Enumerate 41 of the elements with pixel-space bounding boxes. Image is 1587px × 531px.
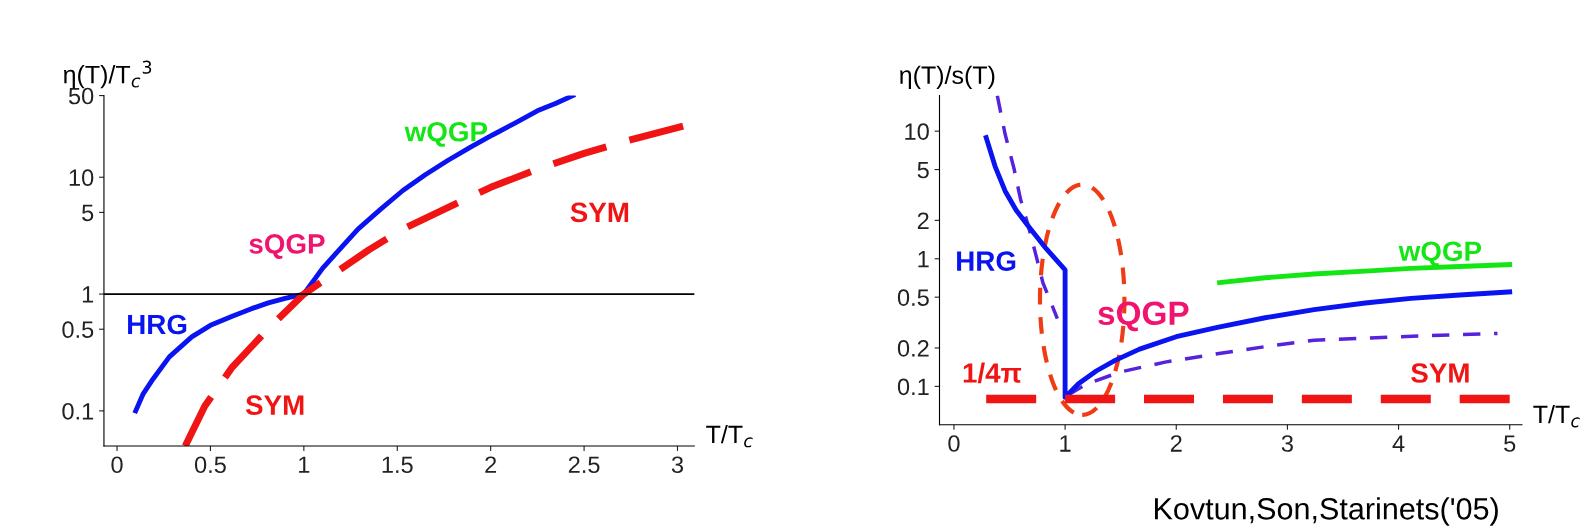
annotation: wQGP — [404, 121, 488, 147]
y-tick-label: 0.2 — [897, 340, 929, 357]
x-tick-label: 1 — [1060, 435, 1071, 452]
x-tick-label: 2.5 — [568, 456, 600, 474]
y-tick-label: 5 — [917, 161, 929, 179]
annotation: HRG — [957, 251, 1016, 271]
x-tick-label: 4 — [1392, 435, 1405, 452]
y-tick-label: 10 — [905, 123, 929, 140]
annotation: sQGP — [1098, 301, 1189, 332]
x-axis-title: T/T$_{c}$ — [1533, 404, 1580, 428]
x-tick-label: 3 — [671, 456, 684, 474]
y-tick-label: 0.5 — [62, 321, 94, 339]
y-tick-label: 5 — [82, 204, 94, 222]
y-tick-label: 1 — [82, 286, 94, 303]
annotation: SYM — [570, 202, 629, 223]
annotation: 1/4π — [963, 362, 1022, 384]
y-tick-label: 50 — [68, 87, 94, 105]
x-tick-label: 2 — [485, 456, 497, 473]
text: Kovtun,Son,Starinets('05) — [1155, 497, 1498, 526]
y-tick-label: 2 — [917, 212, 929, 229]
y-tick-label: 0.1 — [897, 378, 929, 396]
annotation: HRG — [128, 314, 187, 335]
annotation: SYM — [1411, 363, 1469, 383]
x-tick-label: 0 — [111, 456, 123, 474]
x-axis-title: T/T$_{c}$ — [706, 424, 753, 448]
y-tick-label: 0.1 — [62, 402, 94, 420]
y-tick-label: 0.5 — [897, 289, 929, 306]
x-tick-label: 0.5 — [194, 456, 226, 474]
annotation: sQGP — [249, 234, 325, 259]
y-axis-title: η(T)/T$_{c}$$^{3}$ — [63, 60, 152, 89]
x-tick-label: 5 — [1504, 435, 1516, 452]
x-tick-label: 0 — [948, 435, 960, 452]
annotation: SYM — [245, 395, 304, 415]
x-tick-label: 3 — [1281, 435, 1293, 452]
x-tick-label: 1 — [299, 456, 310, 473]
y-tick-label: 1 — [918, 251, 929, 268]
x-tick-label: 2 — [1170, 435, 1182, 452]
x-tick-label: 1.5 — [382, 456, 413, 474]
y-axis-title: η(T)/s(T) — [900, 65, 995, 89]
annotation: wQGP — [1398, 241, 1482, 267]
y-tick-label: 10 — [69, 169, 94, 187]
